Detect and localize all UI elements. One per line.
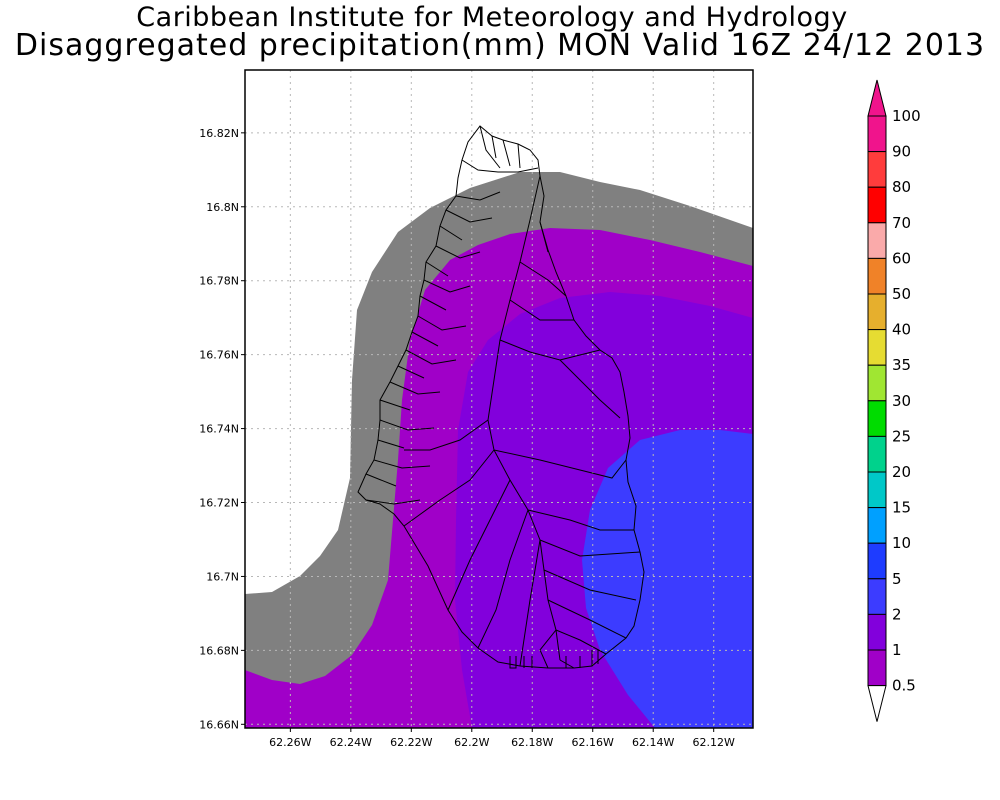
lat-tick-label: 16.78N xyxy=(199,275,239,288)
lat-tick-label: 16.72N xyxy=(199,497,239,510)
legend-swatch xyxy=(867,115,887,153)
legend-swatch xyxy=(867,151,887,188)
lat-tick-label: 16.76N xyxy=(199,349,239,362)
legend-level-label: 60 xyxy=(892,249,911,267)
lat-tick-label: 16.66N xyxy=(199,718,239,731)
western-basins xyxy=(365,191,501,505)
southern-basins xyxy=(403,419,607,669)
legend-swatch xyxy=(867,222,887,259)
map-title-product: Disaggregated precipitation(mm) MON Vali… xyxy=(14,28,986,63)
legend-swatch xyxy=(867,471,887,509)
lon-tick-label: 62.18W xyxy=(511,736,553,749)
legend-swatch xyxy=(867,649,887,687)
legend-swatch xyxy=(867,507,887,544)
map-frame xyxy=(244,69,754,729)
colorbar-legend: 100 90 80 70 60 50 40 35 30 25 20 15 10 5 2 1 0.5 xyxy=(867,79,921,722)
legend-swatch xyxy=(867,542,887,580)
legend-level-label: 70 xyxy=(892,214,911,232)
southern-coast-detail xyxy=(509,650,599,669)
legend-level-label: 10 xyxy=(892,534,911,552)
lat-tick-label: 16.68N xyxy=(199,644,239,657)
legend-level-label: 35 xyxy=(892,356,911,374)
lon-tick-label: 62.22W xyxy=(390,736,432,749)
legend-level-label: 2 xyxy=(892,605,902,623)
island-outline xyxy=(357,125,645,669)
lat-tick-label: 16.7N xyxy=(206,570,239,583)
legend-arrow-bottom xyxy=(867,685,887,722)
legend-level-label: 5 xyxy=(892,570,902,588)
legend-swatch xyxy=(867,257,887,295)
legend-level-label: 80 xyxy=(892,178,911,196)
legend-swatch xyxy=(867,435,887,473)
legend-swatch xyxy=(867,613,887,651)
legend-level-label: 1 xyxy=(892,641,902,659)
northern-tip-basins xyxy=(461,125,539,173)
legend-swatch xyxy=(867,293,887,331)
lon-tick-label: 62.16W xyxy=(572,736,614,749)
lon-tick-label: 62.14W xyxy=(632,736,674,749)
legend-level-label: 15 xyxy=(892,499,911,517)
legend-level-label: 20 xyxy=(892,463,911,481)
eastern-basins xyxy=(493,359,641,639)
lat-tick-label: 16.82N xyxy=(199,127,239,140)
lon-tick-label: 62.2W xyxy=(454,736,489,749)
latitude-axis: 16.82N 16.8N 16.78N 16.76N 16.74N 16.72N 16.7N… xyxy=(199,127,245,731)
legend-swatch xyxy=(867,186,887,224)
legend-level-label: 40 xyxy=(892,321,911,339)
legend-swatch xyxy=(867,578,887,615)
lat-tick-label: 16.74N xyxy=(199,423,239,436)
legend-level-label: 90 xyxy=(892,143,911,161)
longitude-axis: 62.26W 62.24W 62.22W 62.2W 62.18W 62.16W 62.14… xyxy=(269,728,735,749)
legend-swatch xyxy=(867,400,887,437)
lon-tick-label: 62.12W xyxy=(693,736,735,749)
map-title-institution: Caribbean Institute for Meteorology and … xyxy=(136,2,848,33)
legend-arrow-top xyxy=(867,79,887,117)
legend-level-label: 100 xyxy=(892,107,921,125)
lat-tick-label: 16.8N xyxy=(206,201,239,214)
legend-level-label: 25 xyxy=(892,427,911,445)
legend-swatch xyxy=(867,329,887,366)
contour-field xyxy=(245,70,753,728)
contour-band-5-to-10 xyxy=(582,430,753,728)
legend-level-label: 50 xyxy=(892,285,911,303)
legend-swatch xyxy=(867,364,887,402)
legend-level-label: 0.5 xyxy=(892,677,916,695)
map-gridlines xyxy=(245,70,753,728)
lon-tick-label: 62.26W xyxy=(269,736,311,749)
lon-tick-label: 62.24W xyxy=(330,736,372,749)
legend-level-label: 30 xyxy=(892,392,911,410)
